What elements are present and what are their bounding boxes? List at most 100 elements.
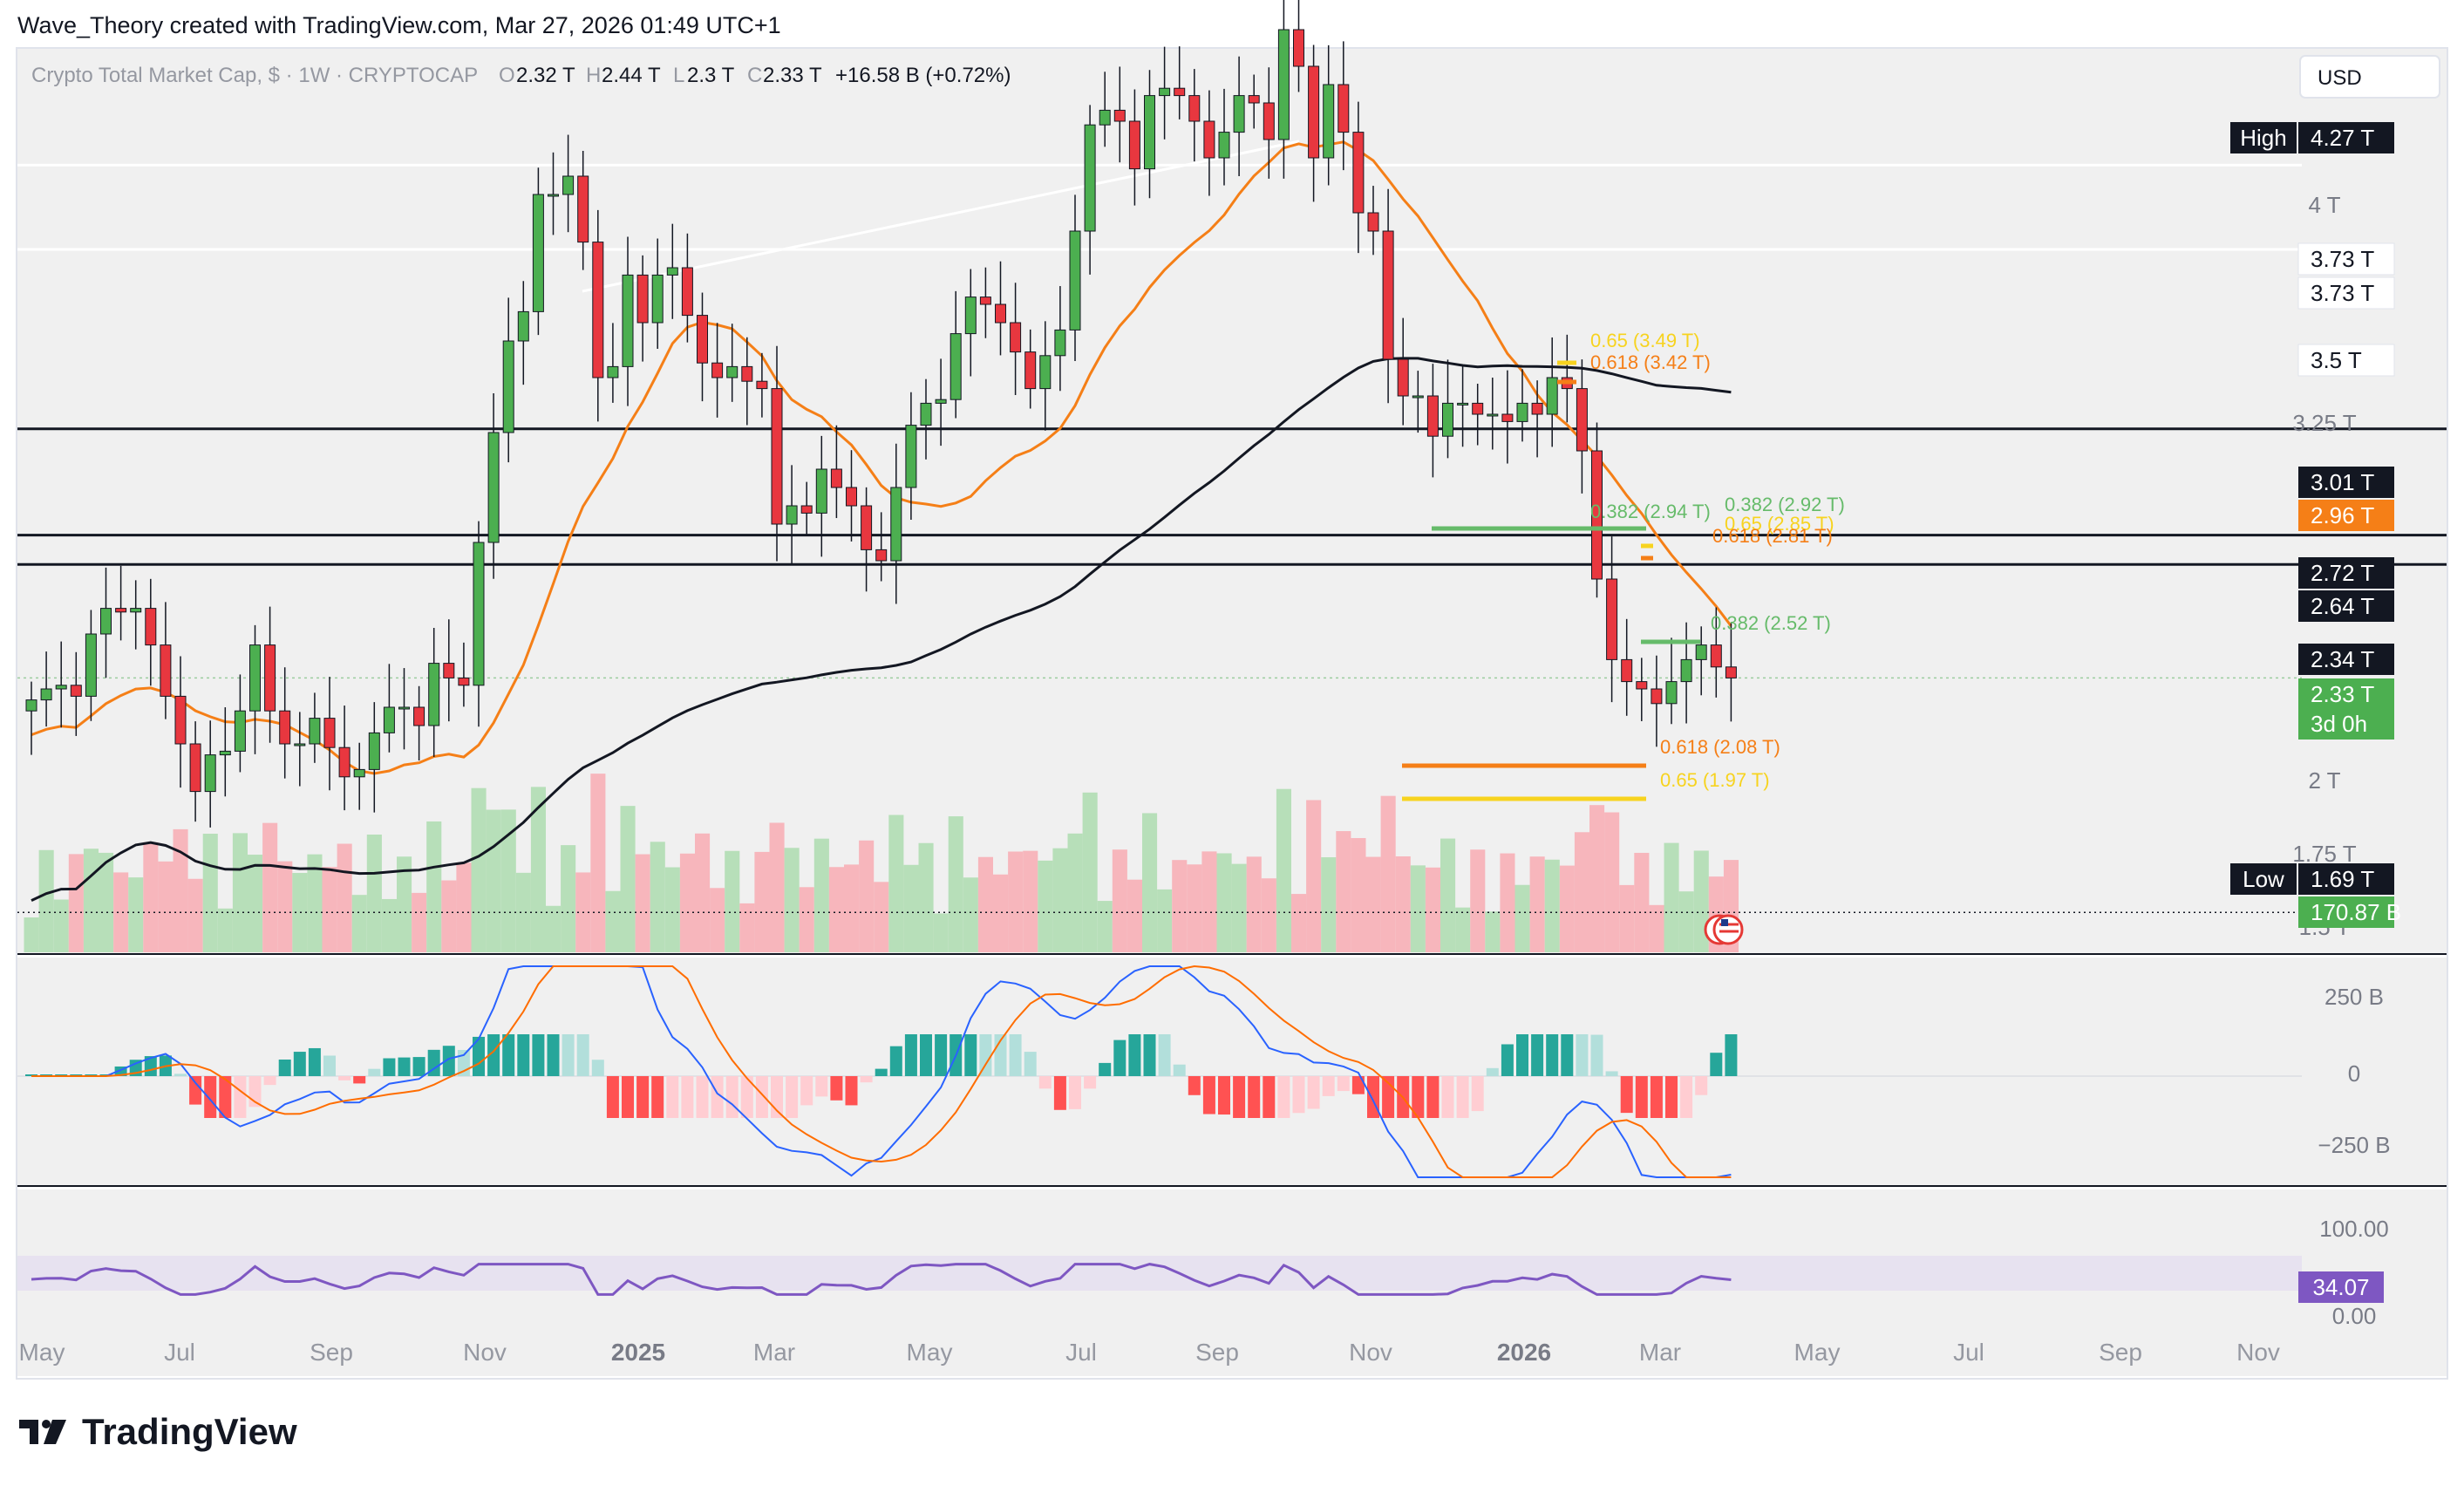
candle-body[interactable]: [115, 608, 127, 613]
candle-body[interactable]: [279, 710, 291, 745]
candle-body[interactable]: [1218, 132, 1230, 159]
economic-event-icon[interactable]: [1704, 914, 1744, 945]
candle-body[interactable]: [562, 175, 575, 195]
candle-body[interactable]: [711, 362, 724, 378]
candle-body[interactable]: [1174, 87, 1186, 97]
candle-body[interactable]: [249, 644, 261, 712]
candle-body[interactable]: [726, 365, 739, 378]
candle-body[interactable]: [1203, 120, 1215, 159]
candle-body[interactable]: [1159, 87, 1171, 97]
candle-body[interactable]: [1397, 358, 1409, 397]
candle-body[interactable]: [1144, 95, 1155, 170]
candle-body[interactable]: [1233, 95, 1245, 133]
candle-body[interactable]: [1442, 402, 1453, 437]
candle-body[interactable]: [964, 297, 977, 335]
candle-body[interactable]: [697, 315, 708, 364]
candle-body[interactable]: [1576, 388, 1588, 452]
candle-body[interactable]: [1651, 688, 1663, 705]
candle-body[interactable]: [1531, 402, 1543, 415]
candle-body[interactable]: [323, 718, 336, 748]
candle-body[interactable]: [1516, 402, 1528, 422]
candle-body[interactable]: [1293, 29, 1304, 67]
candle-body[interactable]: [1621, 658, 1633, 683]
candles-layer[interactable]: [25, 0, 1737, 828]
candle-body[interactable]: [935, 399, 947, 404]
candle-body[interactable]: [473, 542, 485, 686]
candle-body[interactable]: [1113, 109, 1126, 122]
candle-body[interactable]: [548, 194, 559, 197]
candle-body[interactable]: [1412, 395, 1424, 399]
macd-pane[interactable]: [17, 958, 2447, 1186]
candle-body[interactable]: [1054, 329, 1066, 357]
candle-body[interactable]: [413, 706, 425, 726]
candle-body[interactable]: [592, 242, 604, 378]
candle-body[interactable]: [1710, 644, 1722, 668]
candle-body[interactable]: [204, 754, 216, 793]
candle-body[interactable]: [189, 743, 201, 793]
candle-body[interactable]: [309, 718, 321, 745]
candle-body[interactable]: [1367, 212, 1379, 232]
candle-body[interactable]: [502, 340, 514, 433]
candle-body[interactable]: [70, 685, 82, 697]
candle-body[interactable]: [398, 706, 410, 710]
candle-body[interactable]: [1665, 681, 1678, 705]
candle-body[interactable]: [532, 194, 544, 312]
candle-body[interactable]: [771, 388, 783, 525]
candle-body[interactable]: [800, 505, 813, 514]
candle-body[interactable]: [666, 267, 678, 276]
candle-body[interactable]: [1606, 578, 1618, 660]
candle-body[interactable]: [636, 274, 649, 324]
candle-body[interactable]: [979, 297, 991, 305]
candle-body[interactable]: [234, 710, 246, 752]
candle-body[interactable]: [1099, 109, 1111, 126]
candle-body[interactable]: [651, 274, 664, 324]
candle-body[interactable]: [1382, 230, 1394, 360]
candle-body[interactable]: [1277, 29, 1290, 140]
candle-body[interactable]: [174, 695, 187, 745]
candle-body[interactable]: [294, 743, 306, 746]
candle-body[interactable]: [786, 505, 798, 525]
candle-body[interactable]: [830, 468, 842, 488]
candle-body[interactable]: [25, 699, 37, 712]
candle-body[interactable]: [100, 608, 112, 635]
candle-body[interactable]: [1084, 124, 1096, 232]
candle-body[interactable]: [1636, 681, 1648, 690]
tradingview-logo[interactable]: TradingView: [17, 1411, 297, 1453]
candle-body[interactable]: [1323, 84, 1335, 159]
candle-body[interactable]: [622, 274, 634, 367]
candle-body[interactable]: [1338, 84, 1350, 133]
candle-body[interactable]: [1308, 65, 1320, 159]
candle-body[interactable]: [1487, 413, 1499, 417]
candle-body[interactable]: [815, 468, 827, 514]
candle-body[interactable]: [383, 706, 395, 733]
candle-body[interactable]: [950, 333, 962, 400]
candle-body[interactable]: [756, 380, 768, 390]
candle-body[interactable]: [1725, 666, 1737, 678]
candle-body[interactable]: [219, 750, 231, 756]
candle-body[interactable]: [607, 365, 619, 378]
candle-body[interactable]: [55, 685, 67, 690]
candle-body[interactable]: [40, 688, 52, 701]
candle-body[interactable]: [577, 175, 589, 243]
candle-body[interactable]: [160, 644, 172, 697]
candle-body[interactable]: [1695, 644, 1707, 660]
candle-body[interactable]: [905, 425, 917, 488]
candle-body[interactable]: [741, 365, 753, 382]
candle-body[interactable]: [1248, 95, 1260, 104]
candle-body[interactable]: [1457, 402, 1469, 406]
candle-body[interactable]: [1069, 230, 1081, 331]
candle-body[interactable]: [1501, 413, 1514, 422]
candle-body[interactable]: [1352, 132, 1365, 214]
candle-body[interactable]: [1188, 95, 1201, 122]
candle-body[interactable]: [353, 768, 365, 778]
candle-body[interactable]: [1263, 102, 1275, 140]
candle-body[interactable]: [875, 549, 888, 562]
candle-body[interactable]: [338, 746, 351, 778]
candle-body[interactable]: [85, 633, 97, 697]
candle-body[interactable]: [995, 303, 1006, 324]
candle-body[interactable]: [1591, 450, 1603, 580]
candle-body[interactable]: [890, 487, 902, 562]
candle-body[interactable]: [1039, 355, 1052, 390]
candle-body[interactable]: [861, 505, 873, 550]
